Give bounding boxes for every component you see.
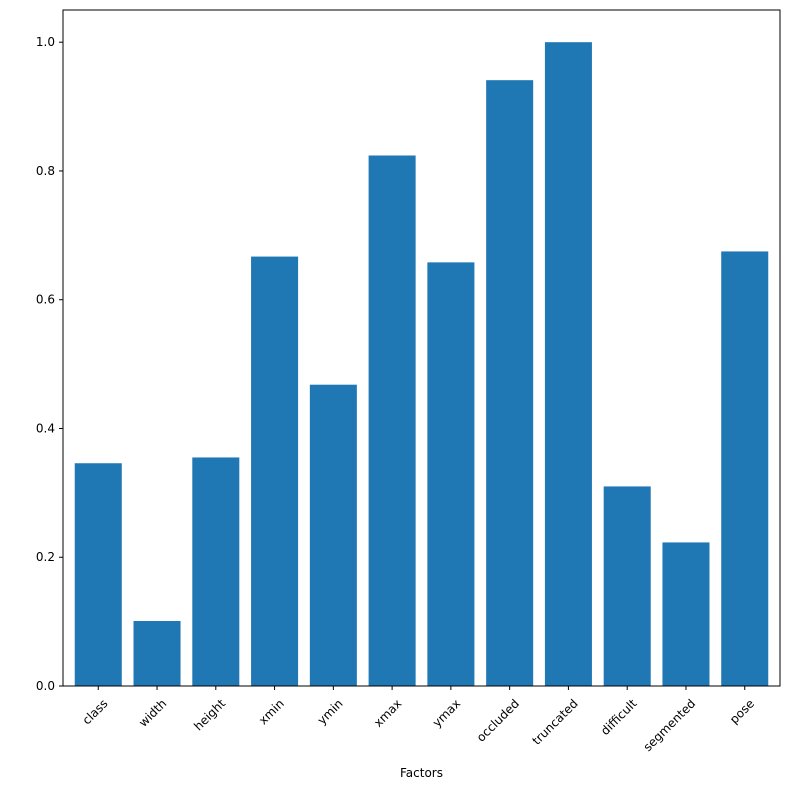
plot-frame [62,9,781,687]
bar-difficult [603,486,651,686]
bar-height [192,457,240,686]
bar-pose [721,251,769,686]
y-tick-label: 0.2 [36,550,55,564]
bars-layer [74,42,769,687]
bar-width [133,620,181,686]
bar-truncated [544,42,592,686]
x-axis-title: Factors [400,766,443,780]
bar-ymin [309,384,357,686]
bar-segmented [662,542,710,686]
y-tick-label: 0.0 [36,679,55,693]
bar-ymax [427,262,475,686]
bar-class [74,463,122,686]
bar-occluded [486,80,534,687]
y-axis: 0.0 0.2 0.4 0.6 0.8 1.0 [36,35,63,693]
y-tick-label: 0.4 [36,421,55,435]
bar-xmin [251,256,299,686]
y-tick-label: 0.6 [36,293,55,307]
y-tick-label: 0.8 [36,164,55,178]
y-tick-label: 1.0 [36,35,55,49]
bar-xmax [368,155,416,686]
